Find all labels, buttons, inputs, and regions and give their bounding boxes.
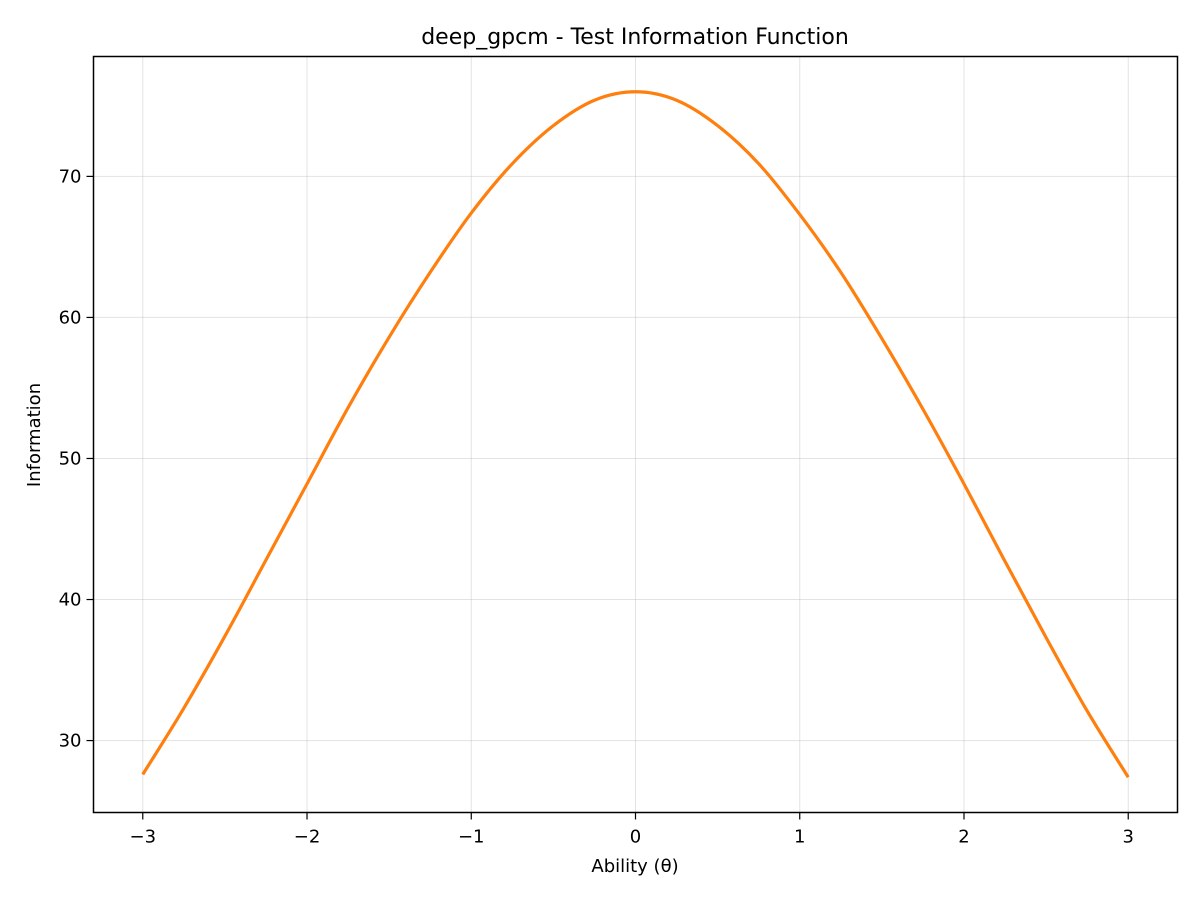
y-tick-label: 70 (59, 166, 82, 187)
grid-layer (93, 56, 1178, 813)
x-tick-label: 1 (794, 827, 805, 848)
series-layer (141, 90, 1130, 779)
x-tick-label: −1 (458, 827, 485, 848)
y-tick-label: 60 (59, 307, 82, 328)
x-axis-label: Ability (θ) (591, 856, 678, 877)
chart-title: deep_gpcm - Test Information Function (421, 25, 849, 50)
information-curve (141, 90, 1130, 779)
tick-layer: −3 −2 −1 0 1 2 3 30 40 50 60 70 (59, 166, 1134, 847)
x-tick-label: −3 (129, 827, 156, 848)
y-tick-label: 50 (59, 448, 82, 469)
y-tick-label: 40 (59, 590, 82, 611)
x-tick-label: −2 (294, 827, 321, 848)
y-axis-label: Information (24, 383, 45, 487)
x-tick-label: 0 (630, 827, 641, 848)
y-tick-label: 30 (59, 731, 82, 752)
x-tick-label: 3 (1123, 827, 1134, 848)
x-tick-label: 2 (958, 827, 969, 848)
